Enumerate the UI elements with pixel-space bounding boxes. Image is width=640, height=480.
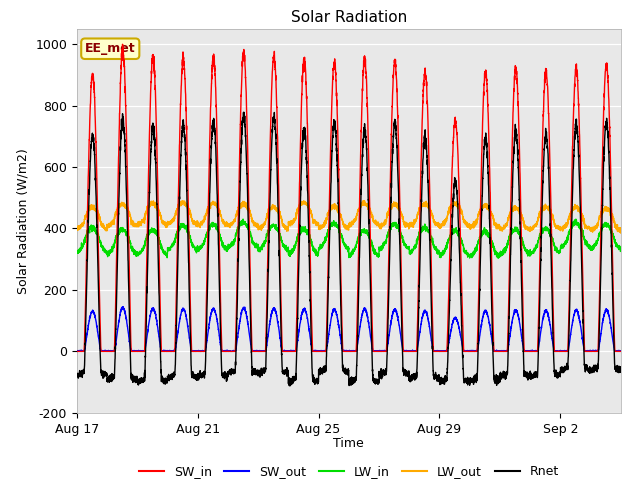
SW_in — [173, 236, 181, 241]
LW_out — [397, 209, 404, 215]
LW_in — [73, 247, 81, 253]
Line: Rnet: Rnet — [77, 112, 621, 386]
SW_out — [611, 348, 618, 353]
LW_out — [95, 214, 102, 220]
LW_in — [173, 228, 181, 234]
LW_in — [617, 247, 625, 253]
SW_out — [617, 348, 625, 354]
LW_out — [73, 225, 81, 230]
X-axis label: Time: Time — [333, 437, 364, 450]
Rnet — [73, 372, 81, 377]
LW_out — [611, 222, 618, 228]
LW_out — [255, 225, 263, 231]
Line: LW_out: LW_out — [77, 201, 621, 233]
SW_out — [73, 348, 81, 354]
LW_out — [173, 206, 181, 212]
LW_in — [611, 239, 619, 244]
LW_in — [397, 229, 404, 235]
Line: LW_in: LW_in — [77, 219, 621, 258]
LW_in — [95, 236, 102, 242]
SW_in — [611, 346, 618, 352]
LW_in — [239, 216, 247, 222]
LW_out — [617, 228, 625, 233]
SW_in — [617, 348, 625, 354]
SW_in — [397, 233, 404, 239]
Rnet — [170, 374, 178, 380]
SW_in — [119, 41, 127, 47]
SW_in — [255, 348, 263, 354]
SW_in — [95, 267, 102, 273]
Rnet — [95, 301, 102, 307]
SW_out — [173, 332, 181, 337]
SW_out — [170, 348, 178, 354]
LW_out — [617, 230, 625, 236]
LW_out — [361, 198, 369, 204]
Text: EE_met: EE_met — [85, 42, 136, 55]
Title: Solar Radiation: Solar Radiation — [291, 10, 407, 25]
Line: SW_in: SW_in — [77, 44, 621, 351]
Rnet — [173, 279, 181, 285]
SW_out — [255, 348, 263, 354]
Rnet — [617, 369, 625, 374]
SW_out — [95, 336, 102, 342]
Line: SW_out: SW_out — [77, 307, 621, 351]
Rnet — [611, 366, 619, 372]
LW_out — [170, 214, 178, 220]
LW_in — [170, 239, 178, 245]
SW_out — [397, 331, 404, 337]
Legend: SW_in, SW_out, LW_in, LW_out, Rnet: SW_in, SW_out, LW_in, LW_out, Rnet — [134, 460, 564, 480]
Rnet — [240, 109, 248, 115]
SW_in — [170, 348, 178, 354]
Y-axis label: Solar Radiation (W/m2): Solar Radiation (W/m2) — [17, 148, 29, 294]
LW_in — [255, 245, 263, 251]
Rnet — [255, 368, 263, 373]
LW_in — [494, 255, 502, 261]
SW_out — [119, 304, 127, 310]
Rnet — [397, 277, 404, 283]
Rnet — [286, 383, 294, 389]
SW_in — [73, 348, 81, 354]
